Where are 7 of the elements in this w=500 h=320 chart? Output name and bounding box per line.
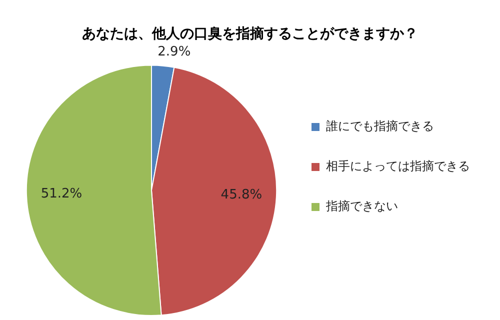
data-label: 45.8% bbox=[220, 187, 262, 202]
chart-title: あなたは、他人の口臭を指摘することができますか？ bbox=[82, 25, 418, 42]
legend-label: 相手によっては指摘できる bbox=[326, 159, 470, 174]
data-label: 2.9% bbox=[158, 44, 191, 60]
legend-label: 誰にでも指摘できる bbox=[326, 119, 434, 134]
legend-label: 指摘できない bbox=[325, 199, 398, 214]
data-label: 51.2% bbox=[40, 186, 82, 202]
